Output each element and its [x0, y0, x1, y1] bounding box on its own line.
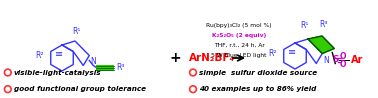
Text: R¹: R¹	[72, 27, 80, 36]
Text: THF, r.t., 24 h, Ar: THF, r.t., 24 h, Ar	[214, 43, 265, 48]
Polygon shape	[308, 36, 334, 54]
Text: R²: R²	[268, 49, 277, 58]
Text: ≡: ≡	[55, 49, 63, 59]
Circle shape	[189, 69, 197, 76]
Circle shape	[189, 86, 197, 93]
Circle shape	[4, 86, 11, 93]
Text: R¹: R¹	[300, 21, 308, 30]
Text: visible-light-catalysis: visible-light-catalysis	[14, 69, 101, 76]
Text: O: O	[340, 52, 347, 61]
Text: +: +	[169, 51, 181, 65]
Text: K₂S₂O₅ (2 equiv): K₂S₂O₅ (2 equiv)	[212, 33, 266, 38]
Circle shape	[6, 71, 9, 74]
Text: R²: R²	[36, 50, 44, 59]
Text: ≡: ≡	[288, 47, 296, 57]
Text: 5 W blue LED light: 5 W blue LED light	[211, 53, 267, 58]
Text: R³: R³	[116, 63, 125, 72]
Circle shape	[191, 71, 195, 74]
Text: N: N	[90, 58, 96, 67]
Text: Ru(bpy)₃Cl₂ (5 mol %): Ru(bpy)₃Cl₂ (5 mol %)	[206, 23, 272, 28]
FancyBboxPatch shape	[96, 64, 114, 70]
Text: N: N	[323, 55, 329, 64]
Text: good functional group tolerance: good functional group tolerance	[14, 86, 146, 92]
Text: O: O	[340, 60, 347, 69]
Text: ArN₂BF₄: ArN₂BF₄	[189, 53, 235, 63]
Circle shape	[4, 69, 11, 76]
Text: simple  sulfur dioxide source: simple sulfur dioxide source	[199, 69, 317, 75]
Text: 40 examples up to 86% yield: 40 examples up to 86% yield	[199, 86, 316, 92]
Text: S: S	[332, 55, 339, 64]
Text: R³: R³	[320, 20, 328, 29]
Circle shape	[191, 87, 195, 91]
Circle shape	[6, 87, 9, 91]
Text: Ar: Ar	[351, 54, 364, 64]
